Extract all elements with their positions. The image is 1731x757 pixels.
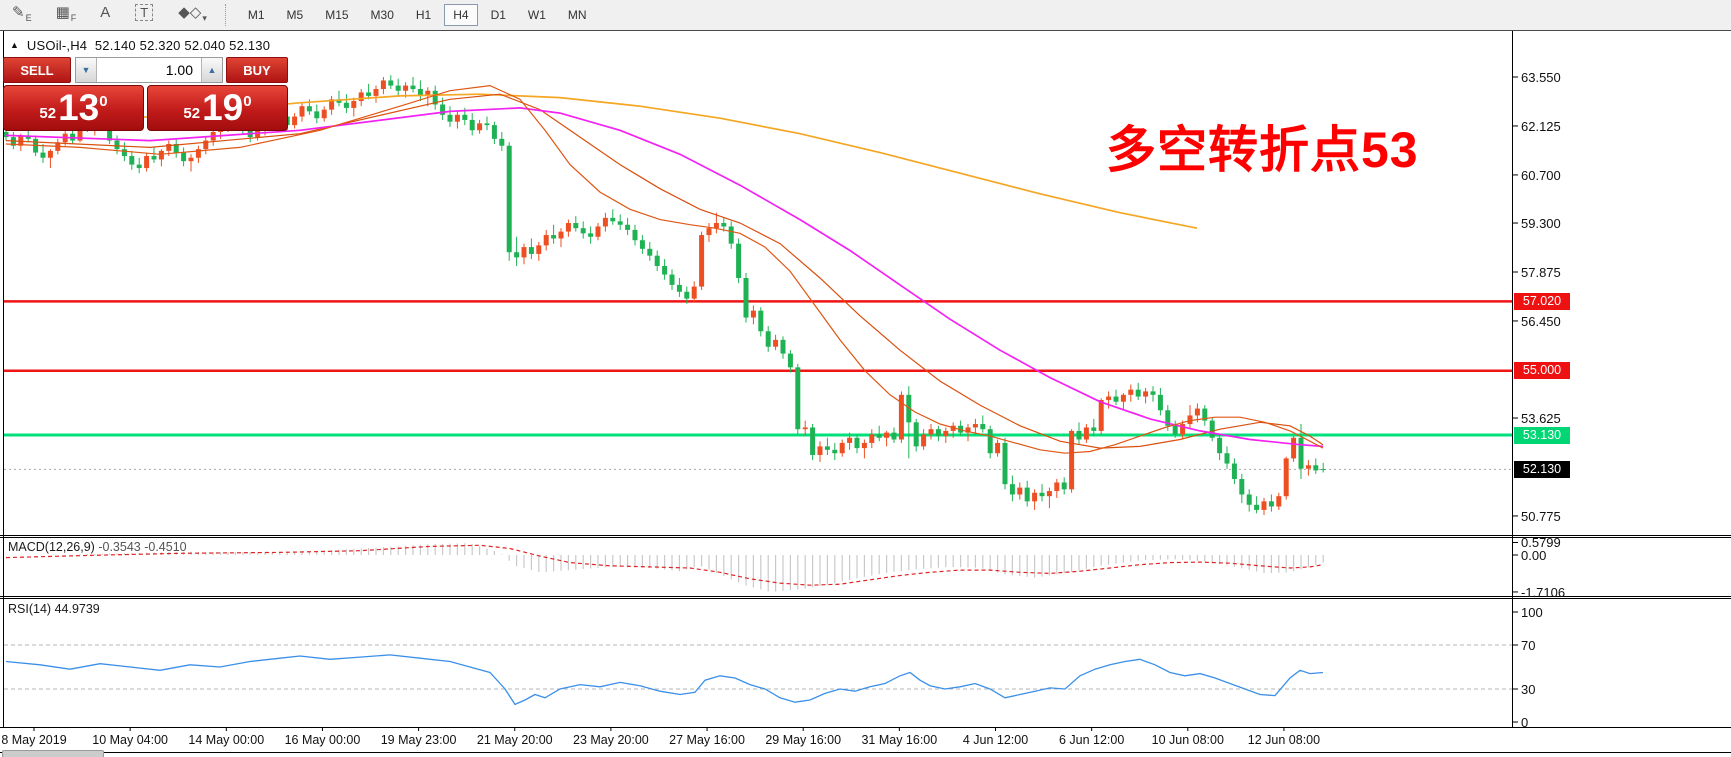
timeframe-m30[interactable]: M30 xyxy=(370,8,394,22)
time-tick-label: 19 May 23:00 xyxy=(380,733,457,747)
time-tick-label: 16 May 00:00 xyxy=(284,733,361,747)
buy-price-main: 19 xyxy=(202,87,244,128)
price-tick-label: 62.125 xyxy=(1521,118,1561,134)
time-tick-label: 8 May 2019 xyxy=(1,733,67,747)
fibonacci-grid-icon[interactable]: ▦F xyxy=(55,3,77,23)
sell-button[interactable]: SELL xyxy=(3,57,71,83)
quote-prices-row: 52 13 0 52 19 0 xyxy=(3,85,288,131)
macd-pane[interactable] xyxy=(5,543,1324,592)
buy-price-prefix: 52 xyxy=(183,104,201,122)
macd-signal-value: -0.4510 xyxy=(144,540,187,554)
macd-main-value: -0.3543 xyxy=(98,540,141,554)
draw-lines-icon[interactable]: ✎E xyxy=(12,3,32,23)
text-label-icon[interactable]: A xyxy=(100,3,111,21)
timeframe-group: M1 M5 M15 M30 H1 H4 D1 W1 MN xyxy=(237,4,598,26)
chart-title: ▲ USOil-,H4 52.140 52.320 52.040 52.130 xyxy=(10,38,270,53)
timeframe-w1[interactable]: W1 xyxy=(527,8,546,22)
sell-price-pip: 0 xyxy=(99,92,108,110)
buy-button[interactable]: BUY xyxy=(226,57,288,83)
time-tick-label: 23 May 20:00 xyxy=(573,733,649,747)
sell-price-box[interactable]: 52 13 0 xyxy=(3,85,144,131)
price-tick-label: 63.550 xyxy=(1521,70,1561,85)
sell-price-main: 13 xyxy=(58,87,100,128)
price-line-badge: 52.130 xyxy=(1514,460,1570,478)
symbol-ohlc: 52.140 52.320 52.040 52.130 xyxy=(94,38,271,53)
price-tick-label: 50.775 xyxy=(1521,508,1561,524)
timeframe-d1[interactable]: D1 xyxy=(490,8,506,22)
rsi-tick-label: 0 xyxy=(1521,715,1529,730)
text-box-icon[interactable]: T xyxy=(129,2,160,23)
buy-price-box[interactable]: 52 19 0 xyxy=(147,85,288,131)
rsi-tick-label: 70 xyxy=(1521,638,1536,653)
one-click-collapse-icon[interactable]: ▲ xyxy=(10,40,20,50)
volume-spinner: ▼ 1.00 ▲ xyxy=(75,57,223,83)
price-line-badge: 55.000 xyxy=(1514,362,1570,380)
rsi-pane[interactable] xyxy=(4,644,1512,706)
shapes-icon[interactable]: ◆◇▾ xyxy=(178,3,207,23)
timeframe-mn[interactable]: MN xyxy=(567,8,587,22)
timeframe-m5[interactable]: M5 xyxy=(286,8,304,22)
toolbar-separator xyxy=(224,4,227,26)
price-tick-label: 53.625 xyxy=(1521,411,1561,427)
price-line-badge: 57.020 xyxy=(1514,292,1570,310)
time-tick-label: 6 Jun 12:00 xyxy=(1058,733,1125,747)
horizontal-scrollbar-thumb[interactable] xyxy=(2,750,104,757)
price-tick-label: 56.450 xyxy=(1521,313,1561,329)
macd-tick-label: 0.5799 xyxy=(1521,535,1561,551)
buy-price-pip: 0 xyxy=(243,92,252,110)
timeframe-h4[interactable]: H4 xyxy=(444,4,478,26)
symbol-name: USOil-,H4 xyxy=(26,38,88,53)
volume-input[interactable]: 1.00 xyxy=(165,62,193,78)
timeframe-h1[interactable]: H1 xyxy=(415,8,432,22)
top-toolbar: ✎E ▦F A T ◆◇▾ M1 M5 M15 M30 H1 H4 D1 W1 MN xyxy=(0,0,1731,31)
rsi-value: 44.9739 xyxy=(54,602,100,616)
volume-down-icon[interactable]: ▼ xyxy=(76,58,97,82)
sell-price-prefix: 52 xyxy=(39,104,57,122)
rsi-indicator-label: RSI(14) 44.9739 xyxy=(8,602,100,616)
timeframe-m15[interactable]: M15 xyxy=(325,8,349,22)
price-tick-label: 59.300 xyxy=(1521,216,1561,232)
chart-text-annotation: 多空转折点53 xyxy=(1106,122,1419,178)
time-tick-label: 27 May 16:00 xyxy=(669,733,745,747)
time-tick-label: 10 May 04:00 xyxy=(92,733,169,747)
time-tick-label: 12 Jun 08:00 xyxy=(1247,733,1321,747)
horizontal-scrollbar-track[interactable] xyxy=(0,752,1731,753)
time-tick-label: 14 May 00:00 xyxy=(188,733,265,747)
rsi-tick-label: 30 xyxy=(1521,682,1536,697)
one-click-trading-panel: SELL ▼ 1.00 ▲ BUY 52 13 0 52 19 0 xyxy=(3,57,288,131)
price-tick-label: 60.700 xyxy=(1521,167,1561,183)
macd-indicator-label: MACD(12,26,9) -0.3543 -0.4510 xyxy=(8,540,187,554)
price-tick-label: 57.875 xyxy=(1521,264,1561,280)
order-controls-row: SELL ▼ 1.00 ▲ BUY xyxy=(3,57,288,83)
drawing-tools-group: ✎E ▦F A T ◆◇▾ xyxy=(0,2,219,27)
macd-tick-label: -1.7106 xyxy=(1521,584,1566,600)
time-tick-label: 29 May 16:00 xyxy=(765,733,842,747)
timeframe-m1[interactable]: M1 xyxy=(247,8,265,22)
time-tick-label: 21 May 20:00 xyxy=(476,733,553,747)
macd-tick-label: 0.00 xyxy=(1521,548,1547,563)
time-tick-label: 4 Jun 12:00 xyxy=(962,733,1029,747)
time-tick-label: 10 Jun 08:00 xyxy=(1151,733,1224,747)
volume-up-icon[interactable]: ▲ xyxy=(201,58,222,82)
time-tick-label: 31 May 16:00 xyxy=(861,733,938,747)
price-line-badge: 53.130 xyxy=(1514,426,1570,444)
rsi-tick-label: 100 xyxy=(1521,605,1543,620)
